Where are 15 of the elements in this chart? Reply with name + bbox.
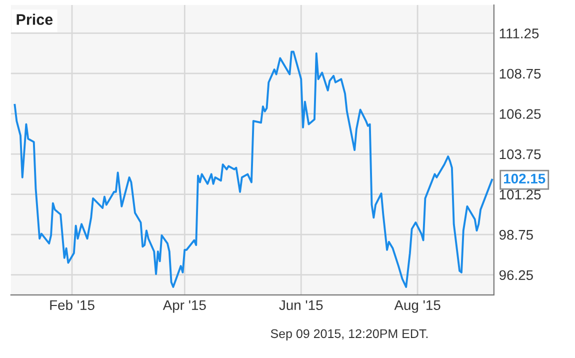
x-tick-label: Jun '15 bbox=[279, 300, 323, 310]
y-tick-label: 111.25 bbox=[500, 28, 539, 38]
chart-title: Price bbox=[16, 14, 53, 25]
line-series bbox=[14, 50, 493, 288]
x-tick-label: Aug '15 bbox=[394, 300, 440, 313]
x-tick-label: Feb '15 bbox=[50, 300, 94, 310]
y-tick-label: 101.25 bbox=[500, 190, 541, 200]
annotation: 102.15 bbox=[504, 174, 546, 184]
y-tick-label: 103.75 bbox=[500, 149, 541, 160]
y-tick-label: 98.75 bbox=[499, 230, 533, 240]
y-tick-label: 106.25 bbox=[500, 109, 541, 119]
y-tick-label: 96.25 bbox=[499, 270, 533, 280]
x-tick-label: Apr '15 bbox=[162, 300, 206, 313]
text: Sep 09 2015, 12:20PM EDT. bbox=[270, 329, 428, 341]
y-tick-label: 108.75 bbox=[500, 68, 541, 79]
